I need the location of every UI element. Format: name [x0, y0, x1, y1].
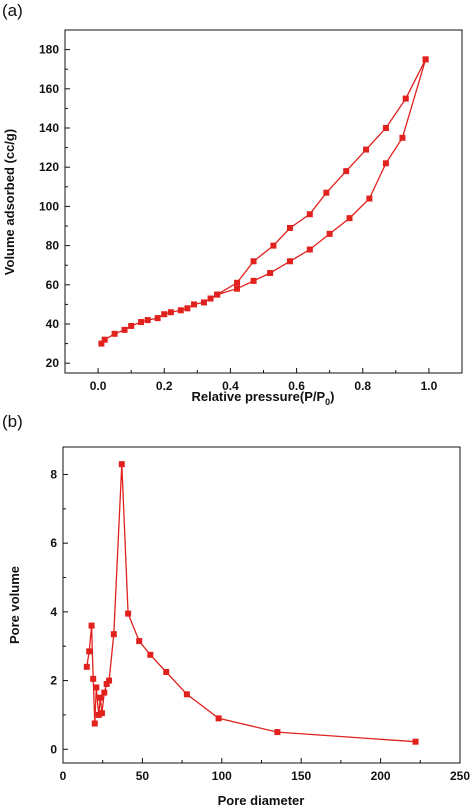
panel-a-data-point — [382, 160, 389, 167]
panel-b-x-tick-label: 50 — [136, 769, 150, 783]
panel-a-data-point — [399, 134, 406, 141]
panel-b-data-point — [90, 675, 97, 682]
panel-b-data-point — [215, 715, 222, 722]
panel-a-data-point — [167, 309, 174, 316]
panel-b-x-tick-label: 100 — [212, 769, 232, 783]
panel-a-data-point — [144, 317, 151, 324]
panel-a-x-axis-title: Relative pressure(P/P0) — [191, 389, 334, 407]
panel-b-data-point — [136, 638, 143, 645]
panel-b-data-point — [97, 694, 104, 701]
panel-a-data-point — [267, 270, 274, 277]
panel-a-x-tick-label: 0.4 — [222, 379, 239, 393]
panel-a-y-tick-label: 160 — [39, 82, 59, 96]
panel-b-data-point — [274, 729, 281, 736]
panel-b-data-point — [110, 631, 117, 638]
panel-b-data-point — [101, 689, 108, 696]
panel-b-data-point — [88, 622, 95, 629]
panel-b-x-tick-label: 150 — [291, 769, 311, 783]
panel-a-frame — [64, 29, 463, 374]
panel-b-data-point — [412, 738, 419, 745]
panel-b: (b) Pore diameter Pore volume 0 50 100 150 2… — [2, 412, 470, 808]
panel-a-data-point — [422, 56, 429, 63]
panel-a-y-tick-label: 120 — [39, 160, 59, 174]
panel-b-y-tick-label: 4 — [50, 605, 57, 619]
panel-a-data-point — [121, 326, 128, 333]
panel-a-data-point — [382, 125, 389, 131]
panel-a-x-tick-label: 1.0 — [421, 379, 438, 393]
panel-a-data-point — [402, 95, 409, 102]
panel-b-data-point — [103, 681, 110, 687]
panel-a-x-tick-label: 0.6 — [288, 379, 305, 393]
panel-b-y-tick-label: 0 — [50, 742, 57, 756]
panel-b-data-point — [147, 651, 154, 658]
panel-a-data-point — [250, 258, 257, 265]
panel-a-data-point — [306, 211, 313, 218]
panel-a-data-point — [306, 246, 313, 253]
panel-a-data-point — [366, 195, 373, 202]
panel-b-data-point — [106, 677, 113, 684]
panel-a-series-line-1 — [100, 59, 427, 345]
panel-a-data-point — [234, 279, 241, 286]
panel-a-data-point — [184, 305, 191, 312]
panel-b-x-axis-title: Pore diameter — [218, 793, 305, 808]
panel-a-y-tick-label: 180 — [39, 43, 59, 57]
panel-b-data-point — [83, 663, 90, 670]
panel-b-data-point — [98, 710, 105, 717]
panel-a-data-point — [128, 322, 135, 329]
panel-a-data-point — [177, 307, 184, 314]
panel-b-label: (b) — [2, 412, 23, 431]
panel-a-data-point — [138, 319, 145, 326]
panel-a-data-point — [101, 336, 108, 343]
panel-b-y-axis-title: Pore volume — [7, 566, 22, 644]
panel-a-label: (a) — [2, 1, 23, 20]
panel-a-data-point — [154, 315, 161, 322]
panel-a-data-point — [343, 168, 350, 175]
panel-a-data-point — [346, 215, 353, 222]
panel-a-data-point — [161, 311, 168, 318]
panel-b-series-line-1 — [86, 464, 416, 743]
panel-b-data-point — [183, 691, 190, 698]
panel-a-y-tick-label: 100 — [39, 199, 59, 213]
panel-a-y-tick-label: 140 — [39, 121, 59, 135]
panel-a-data-point — [214, 291, 221, 298]
panel-a-y-tick-label: 80 — [46, 239, 60, 253]
panel-a-data-point — [207, 295, 214, 302]
panel-a: (a) Relative pressure(P/P0) Volume adsor… — [2, 1, 463, 407]
panel-a-data-point — [363, 146, 370, 153]
panel-a-data-point — [270, 242, 277, 249]
panel-a-y-axis-title: Volume adsorbed (cc/g) — [2, 129, 17, 275]
panel-a-x-tick-label: 0.8 — [354, 379, 371, 393]
panel-b-data-point — [95, 711, 102, 718]
panel-a-data-point — [234, 285, 241, 292]
panel-b-data-point — [93, 684, 100, 691]
panel-b-x-tick-label: 250 — [450, 769, 470, 783]
panel-b-data-point — [118, 461, 125, 468]
panel-a-data-point — [286, 224, 293, 231]
panel-a-data-point — [191, 301, 198, 308]
panel-b-y-tick-label: 2 — [50, 674, 57, 688]
panel-b-data-point — [86, 648, 93, 655]
panel-b-y-tick-label: 6 — [50, 536, 57, 550]
panel-b-y-tick-label: 8 — [50, 467, 57, 481]
panel-b-x-tick-label: 200 — [371, 769, 391, 783]
panel-a-data-point — [326, 230, 333, 237]
panel-a-y-tick-label: 40 — [46, 317, 60, 331]
panel-b-x-tick-label: 0 — [60, 769, 67, 783]
panel-b-data-point — [91, 720, 98, 727]
panel-a-data-point — [250, 277, 257, 284]
panel-b-data-point — [163, 668, 170, 675]
panel-a-x-tick-label: 0.0 — [90, 379, 107, 393]
panel-a-series-line-2 — [216, 59, 427, 296]
panel-a-data-point — [98, 340, 105, 347]
panel-a-y-tick-label: 60 — [46, 278, 60, 292]
panel-a-data-point — [286, 258, 293, 265]
panel-b-data-point — [125, 610, 132, 617]
panel-a-data-point — [200, 299, 207, 306]
panel-a-y-tick-label: 20 — [46, 356, 60, 370]
panel-a-x-tick-label: 0.2 — [156, 379, 173, 393]
panel-a-data-point — [111, 330, 118, 337]
panel-a-data-point — [323, 189, 330, 196]
